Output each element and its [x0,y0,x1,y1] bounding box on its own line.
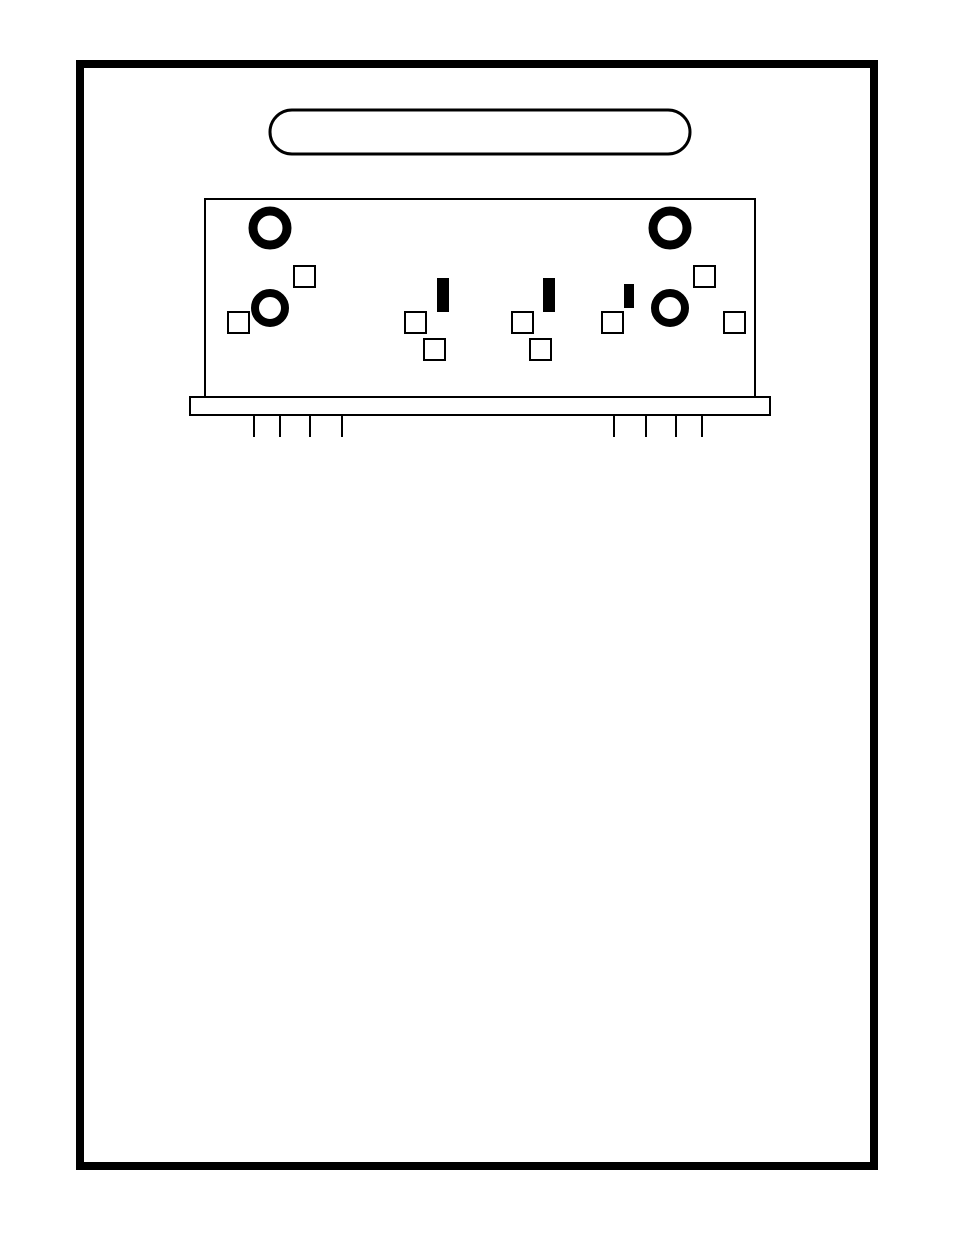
filled-bars [437,278,634,312]
base-notch [310,415,342,437]
marker-square [405,312,426,333]
base-notches [254,415,702,437]
filled-bar [624,284,634,308]
marker-square [724,312,745,333]
open-squares [228,266,745,360]
marker-square [602,312,623,333]
technical-line-drawing [0,0,954,1235]
ring-icon [253,211,287,245]
ring-icon [255,293,285,323]
marker-square [294,266,315,287]
circles-group [253,211,687,323]
ring-icon [655,293,685,323]
base-notch [614,415,646,437]
filled-bar [437,278,449,312]
ring-icon [653,211,687,245]
marker-square [694,266,715,287]
title-slot [270,110,690,154]
marker-square [228,312,249,333]
base-notch [254,415,280,437]
filled-bar [543,278,555,312]
marker-square [512,312,533,333]
base-bar [190,397,770,415]
marker-square [530,339,551,360]
base-notch [676,415,702,437]
marker-square [424,339,445,360]
